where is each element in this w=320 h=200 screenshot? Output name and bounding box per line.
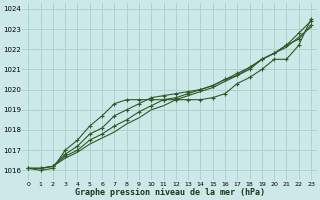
- X-axis label: Graphe pression niveau de la mer (hPa): Graphe pression niveau de la mer (hPa): [75, 188, 265, 197]
